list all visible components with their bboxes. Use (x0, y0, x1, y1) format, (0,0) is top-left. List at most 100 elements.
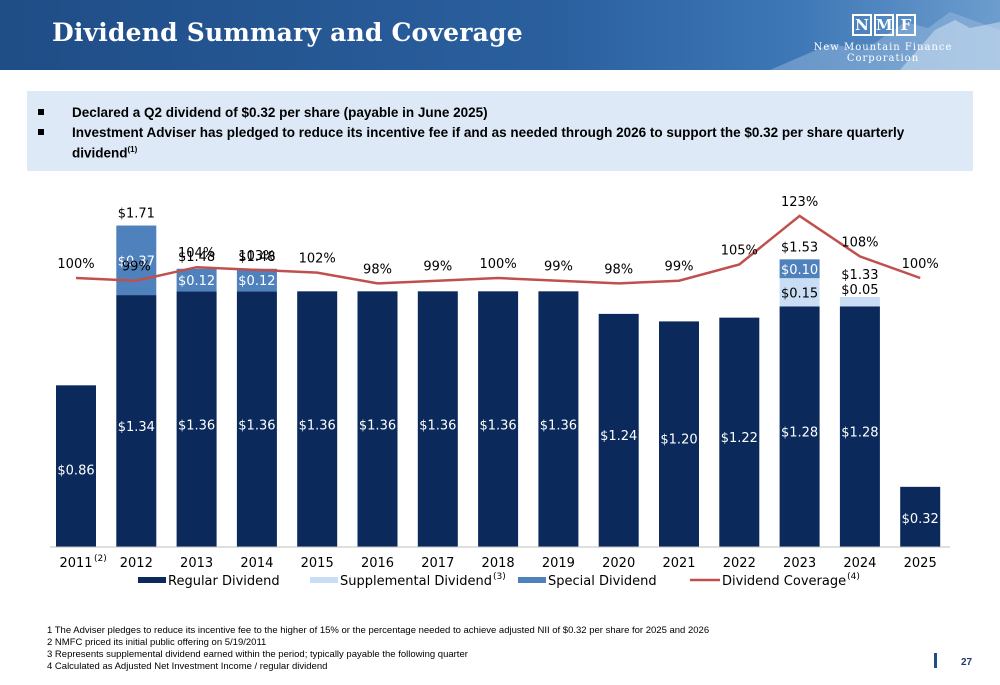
bar-special (236, 268, 277, 292)
x-tick-label: 2013 (180, 556, 213, 571)
bullet-text: Investment Adviser has pledged to reduce… (72, 125, 905, 161)
data-label-special: $0.12 (178, 274, 215, 289)
coverage-label: 100% (480, 257, 517, 272)
x-tick-label: 2019 (542, 556, 575, 571)
bar-supplemental (839, 296, 880, 307)
data-label-regular: $0.32 (902, 512, 939, 527)
bar-regular (56, 385, 96, 547)
data-label-regular: $1.36 (299, 418, 336, 433)
data-label-regular: $1.36 (419, 418, 456, 433)
bullet-square-icon (38, 109, 44, 115)
legend-swatch (518, 577, 546, 583)
logo-letter-m: M (874, 14, 894, 36)
footnote-2: 2 NMFC priced its initial public offerin… (47, 637, 267, 648)
coverage-label: 105% (721, 244, 758, 259)
x-tick-label: 2018 (482, 556, 515, 571)
bullet-square-icon (38, 129, 44, 135)
bar-regular (719, 317, 760, 547)
bar-supplemental (779, 278, 820, 307)
bar-regular (297, 291, 338, 547)
legend-footnote: (4) (847, 572, 860, 582)
legend-label: Dividend Coverage (722, 574, 846, 589)
data-label-total: $1.48 (178, 250, 215, 265)
coverage-label: 99% (544, 260, 573, 275)
coverage-label: 99% (665, 260, 694, 275)
bullet-footnote-ref: (1) (127, 145, 138, 154)
dividend-chart: $0.86 2011 (2) $1.34 $0.37 $1.71 2012 $1.36 $0.1… (50, 195, 950, 589)
data-label-special: $0.37 (118, 254, 155, 269)
data-label-regular: $1.36 (359, 418, 396, 433)
bar-special (176, 268, 217, 292)
data-label-special: $0.10 (781, 263, 818, 278)
data-label-special: $0.12 (238, 274, 275, 289)
footnote-4: 4 Calculated as Adjusted Net Investment … (47, 661, 328, 672)
bar-regular (538, 291, 579, 547)
data-label-regular: $1.28 (781, 425, 818, 440)
data-label-supplemental: $0.15 (781, 286, 818, 301)
data-label-regular: $1.36 (540, 418, 577, 433)
data-label-total: $1.48 (238, 250, 275, 265)
x-tick-label: 2014 (240, 556, 273, 571)
x-tick-label: 2015 (301, 556, 334, 571)
page-number-bar (934, 653, 937, 668)
x-tick-label: 2016 (361, 556, 394, 571)
data-label-regular: $1.36 (238, 418, 275, 433)
data-label-regular: $1.22 (721, 431, 758, 446)
x-tick-label: 2020 (602, 556, 635, 571)
coverage-label: 100% (57, 257, 94, 272)
logo-letter-f: F (896, 14, 916, 36)
bar-special (779, 259, 820, 279)
logo-letter-n: N (852, 14, 872, 36)
header-banner: Dividend Summary and Coverage N M F New … (0, 0, 1000, 70)
bar-regular (659, 321, 699, 547)
bar-regular (417, 291, 458, 547)
coverage-label: 98% (604, 262, 633, 277)
x-tick-label: 2017 (421, 556, 454, 571)
data-label-regular: $1.34 (118, 420, 155, 435)
data-label-total: $1.71 (118, 207, 155, 222)
x-tick-label: 2021 (662, 556, 695, 571)
summary-box: Declared a Q2 dividend of $0.32 per shar… (27, 91, 973, 171)
coverage-label: 123% (781, 195, 818, 210)
coverage-label: 100% (902, 257, 939, 272)
footnote-3: 3 Represents supplemental dividend earne… (47, 649, 468, 660)
bar-regular (176, 291, 217, 547)
coverage-label: 104% (178, 246, 215, 261)
bar-regular (357, 291, 398, 547)
data-label-regular: $1.36 (479, 418, 516, 433)
page-number: 27 (961, 657, 973, 668)
coverage-label: 99% (122, 260, 151, 275)
data-label-regular: $1.24 (600, 429, 637, 444)
x-tick-label: 2022 (723, 556, 756, 571)
legend-swatch (310, 577, 338, 583)
data-label-regular: $1.20 (660, 433, 697, 448)
bar-regular (598, 313, 639, 547)
bar-regular (839, 306, 880, 547)
data-label-total: $1.33 (841, 268, 878, 283)
data-label-regular: $0.86 (57, 463, 94, 478)
x-tick-label: 2012 (120, 556, 153, 571)
bar-regular (779, 306, 820, 547)
bullet-item: Declared a Q2 dividend of $0.32 per shar… (38, 104, 952, 121)
coverage-label: 99% (423, 260, 452, 275)
data-label-regular: $1.28 (841, 425, 878, 440)
data-label-regular: $1.36 (178, 418, 215, 433)
mountain-graphic (770, 12, 1000, 70)
legend-label: Special Dividend (548, 574, 657, 589)
footnote-1: 1 The Adviser pledges to reduce its ince… (47, 625, 710, 636)
logo-company-line2: Corporation (846, 53, 920, 64)
bullet-item: Investment Adviser has pledged to reduce… (38, 124, 952, 162)
bar-regular (900, 486, 941, 547)
coverage-label: 108% (841, 235, 878, 250)
x-tick-footnote: (2) (94, 554, 107, 564)
x-tick-label: 2023 (783, 556, 816, 571)
data-label-total: $1.53 (781, 240, 818, 255)
legend-footnote: (3) (493, 572, 506, 582)
legend-label: Regular Dividend (168, 574, 280, 589)
x-tick-label: 2024 (843, 556, 876, 571)
bullet-text: Declared a Q2 dividend of $0.32 per shar… (72, 105, 488, 120)
legend-swatch (138, 577, 166, 583)
coverage-label: 103% (238, 249, 275, 264)
bar-special (116, 225, 157, 296)
legend-label: Supplemental Dividend (340, 574, 492, 589)
